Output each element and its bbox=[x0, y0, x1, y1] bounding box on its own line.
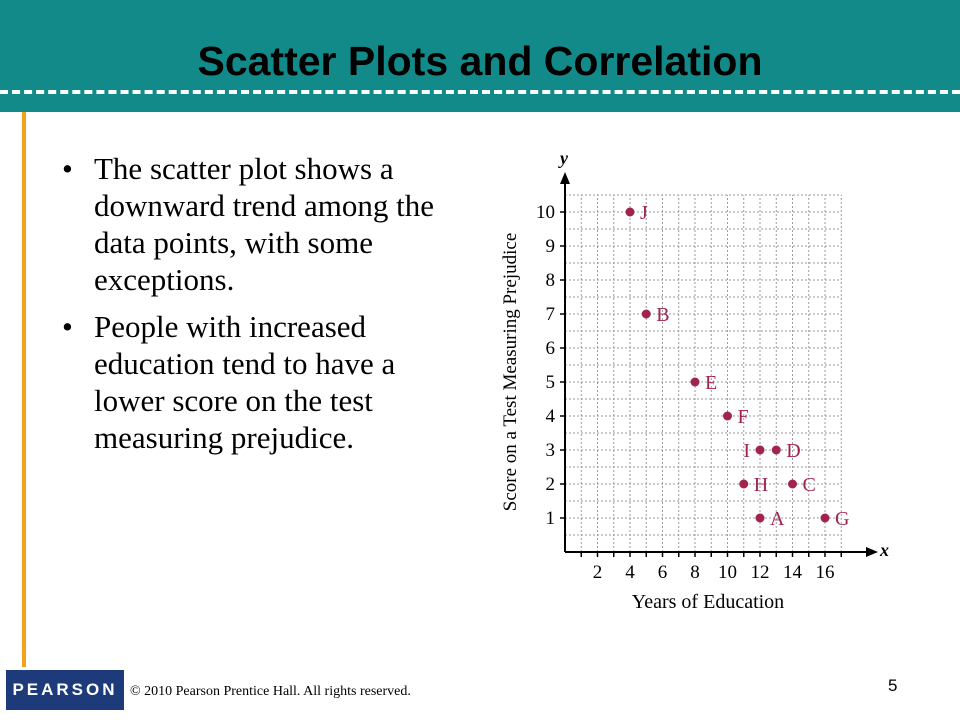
x-tick-label: 2 bbox=[593, 562, 603, 583]
x-axis-letter: x bbox=[879, 540, 889, 560]
x-tick-label: 4 bbox=[625, 562, 635, 583]
y-tick-label: 2 bbox=[546, 474, 556, 495]
data-point bbox=[771, 445, 781, 455]
data-point bbox=[723, 411, 732, 421]
copyright-text: © 2010 Pearson Prentice Hall. All rights… bbox=[130, 684, 411, 699]
chart-points: J B EFI DH CA G bbox=[625, 202, 849, 530]
header-dashed-line bbox=[0, 90, 960, 94]
data-point-label: G bbox=[835, 508, 849, 530]
x-tick-label: 14 bbox=[783, 562, 803, 583]
left-accent-rule bbox=[22, 112, 26, 667]
data-point-label: E bbox=[705, 372, 717, 394]
slide-title: Scatter Plots and Correlation bbox=[197, 38, 763, 84]
x-tick-label: 6 bbox=[658, 562, 668, 583]
y-tick-label: 9 bbox=[546, 236, 556, 257]
y-tick-label: 3 bbox=[546, 440, 556, 461]
data-point bbox=[755, 445, 765, 455]
data-point bbox=[641, 309, 651, 319]
data-point bbox=[755, 513, 765, 523]
data-point-label: D bbox=[786, 440, 800, 462]
data-point bbox=[739, 479, 749, 489]
page-number: 5 bbox=[888, 676, 898, 695]
y-tick-label: 5 bbox=[546, 372, 556, 393]
bullet-list: The scatter plot shows a downward trend … bbox=[62, 150, 462, 466]
x-axis-label: Years of Education bbox=[632, 591, 784, 613]
data-point-label: B bbox=[656, 304, 669, 326]
x-tick-label: 10 bbox=[718, 562, 737, 583]
y-axis-letter: y bbox=[558, 148, 569, 168]
x-tick-label: 16 bbox=[816, 562, 835, 583]
data-point bbox=[820, 513, 830, 523]
y-tick-label: 6 bbox=[546, 338, 556, 359]
data-point-label: I bbox=[743, 440, 750, 462]
y-axis-label: Score on a Test Measuring Prejudice bbox=[500, 233, 521, 512]
data-point-label: J bbox=[640, 202, 648, 224]
data-point-label: A bbox=[770, 508, 785, 530]
data-point bbox=[625, 207, 635, 217]
chart-grid bbox=[565, 194, 842, 552]
data-point-label: C bbox=[803, 474, 816, 496]
y-tick-label: 7 bbox=[546, 304, 556, 325]
chart-axes bbox=[560, 172, 878, 557]
y-axis-arrow bbox=[560, 172, 570, 184]
data-point-label: H bbox=[754, 474, 768, 496]
x-tick-label: 12 bbox=[751, 562, 770, 583]
y-tick-label: 4 bbox=[546, 406, 556, 427]
y-tick-label: 8 bbox=[546, 270, 556, 291]
bullet-item: People with increased education tend to … bbox=[62, 308, 462, 456]
y-tick-label: 1 bbox=[546, 508, 556, 529]
x-axis-arrow bbox=[866, 547, 878, 557]
data-point bbox=[788, 479, 797, 489]
data-point bbox=[690, 377, 700, 387]
y-tick-label: 10 bbox=[536, 202, 555, 223]
data-point-label: F bbox=[738, 406, 749, 428]
x-tick-label: 8 bbox=[690, 562, 700, 583]
bullet-item: The scatter plot shows a downward trend … bbox=[62, 150, 462, 298]
pearson-logo: PEARSON bbox=[6, 670, 124, 710]
